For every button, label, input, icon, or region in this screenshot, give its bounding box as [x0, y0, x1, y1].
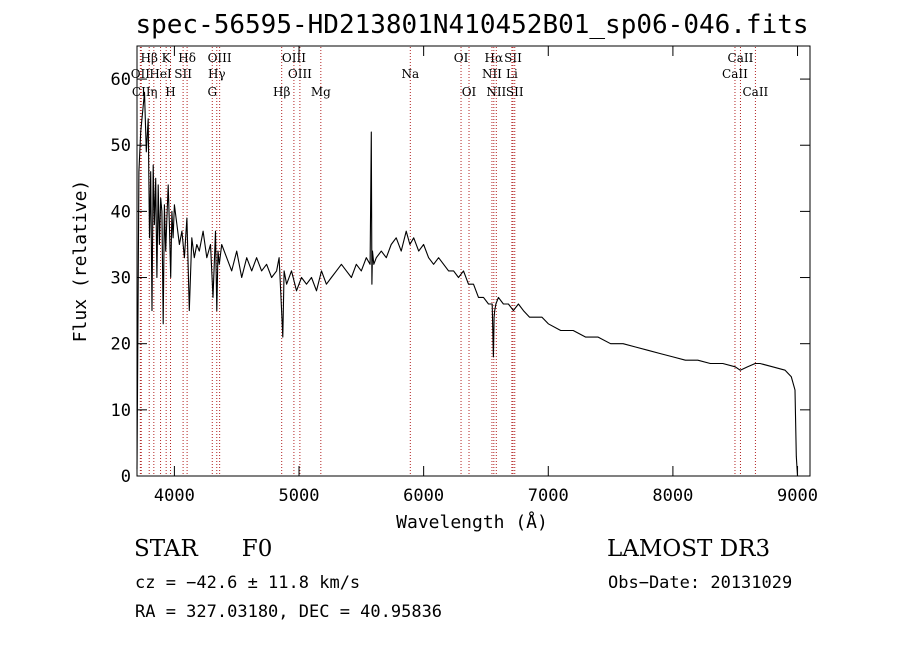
y-tick-label: 20 [111, 335, 131, 355]
x-tick-label: 5000 [279, 486, 320, 506]
line-marker-label: SII [504, 51, 522, 65]
x-tick-label: 8000 [652, 486, 693, 506]
line-marker-label: OI [454, 51, 469, 65]
y-tick-label: 40 [111, 202, 131, 222]
line-marker-label: K [162, 51, 172, 65]
line-marker-label: H [165, 85, 175, 99]
line-marker-label: Na [401, 67, 419, 81]
line-marker-label: NII [486, 85, 506, 99]
line-marker-label: Hα [485, 51, 504, 65]
spectral-class: STAR F0 [134, 536, 272, 562]
line-marker-label: CII [132, 85, 151, 99]
line-marker-label: NII [482, 67, 502, 81]
x-tick-label: 9000 [777, 486, 818, 506]
line-marker-label: G [207, 85, 217, 99]
coordinates-line: RA = 327.03180, DEC = 40.95836 [135, 602, 443, 622]
line-marker-label: OIII [288, 67, 312, 81]
y-tick-label: 0 [121, 467, 131, 487]
x-axis: 4000 5000 6000 7000 8000 9000 [154, 46, 818, 506]
y-tick-label: 60 [111, 70, 131, 90]
chart-title: spec-56595-HD213801N410452B01_sp06-046.f… [135, 10, 808, 40]
plot-frame [136, 45, 811, 477]
line-marker-label: OIII [208, 51, 232, 65]
x-axis-label: Wavelength (Å) [396, 511, 548, 533]
redshift-line: cz = −42.6 ± 11.8 km/s [135, 573, 361, 593]
x-tick-label: 6000 [403, 486, 444, 506]
y-tick-label: 50 [111, 136, 131, 156]
line-marker-label: Li [506, 67, 518, 81]
series-line-flux [136, 91, 799, 477]
line-marker-label: CaII [728, 51, 754, 65]
y-axis: 0 10 20 30 40 50 60 [111, 70, 810, 487]
line-marker-label: HeI [149, 67, 172, 81]
y-axis-label: Flux (relative) [70, 180, 91, 343]
y-tick-label: 30 [111, 269, 131, 289]
line-marker-label: CaII [722, 67, 748, 81]
line-marker-label: SII [174, 67, 192, 81]
y-tick-label: 10 [111, 401, 131, 421]
line-marker-label: SII [506, 85, 524, 99]
line-marker-label: Hγ [208, 67, 226, 81]
x-tick-label: 4000 [154, 486, 195, 506]
class-value: STAR [134, 536, 198, 562]
series-group [136, 91, 799, 477]
line-marker-label: CaII [742, 85, 768, 99]
observation-date: Obs−Date: 20131029 [608, 573, 793, 593]
line-marker-label: Hβ [141, 51, 158, 65]
line-marker-label: Hβ [273, 85, 290, 99]
subclass-value: F0 [241, 536, 273, 562]
line-marker-label: OII [131, 67, 151, 81]
line-marker-label: Mg [311, 85, 331, 99]
line-marker-label: OI [462, 85, 477, 99]
line-marker-label: OIII [282, 51, 306, 65]
line-marker-label: Hδ [178, 51, 196, 65]
survey-label: LAMOST DR3 [607, 536, 771, 562]
line-marker-label: η [150, 85, 157, 99]
x-tick-label: 7000 [528, 486, 569, 506]
